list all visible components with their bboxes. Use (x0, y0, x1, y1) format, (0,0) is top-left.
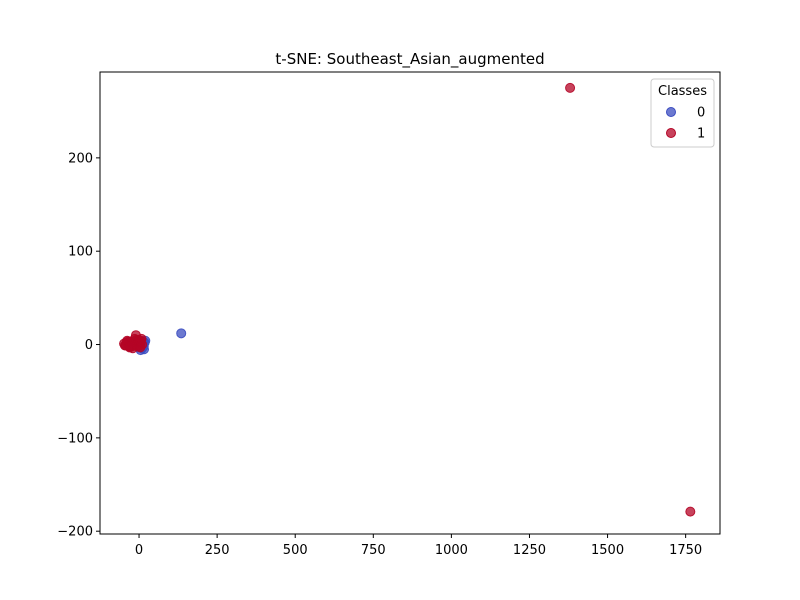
y-tick-label: −200 (57, 525, 93, 540)
data-point-class-1 (124, 341, 135, 352)
data-point-class-0 (176, 328, 187, 339)
points-layer (119, 82, 696, 517)
y-tick-label: 200 (68, 151, 93, 166)
legend-marker-class-1 (666, 128, 676, 138)
x-tick-label: 250 (205, 543, 230, 558)
x-axis: 0 250 500 750 1000 1250 1500 1750 (135, 534, 702, 558)
legend-title: Classes (658, 84, 707, 99)
data-point-class-1 (565, 82, 576, 93)
x-tick-label: 1500 (591, 543, 624, 558)
legend-label-class-0: 0 (697, 106, 705, 121)
legend: Classes 0 1 (650, 78, 715, 148)
data-point-class-1 (685, 506, 696, 517)
y-tick-label: −100 (57, 431, 93, 446)
legend-box (650, 78, 715, 148)
y-tick-label: 100 (68, 245, 93, 260)
legend-label-class-1: 1 (697, 127, 705, 142)
legend-marker-class-0 (666, 107, 676, 117)
plot-frame (99, 71, 721, 535)
x-tick-label: 0 (135, 543, 143, 558)
data-point-class-1 (135, 335, 146, 346)
x-tick-label: 1000 (435, 543, 468, 558)
x-tick-label: 500 (283, 543, 308, 558)
x-tick-label: 1250 (513, 543, 546, 558)
x-tick-label: 750 (361, 543, 386, 558)
chart-title: t-SNE: Southeast_Asian_augmented (275, 50, 544, 69)
x-tick-label: 1750 (669, 543, 702, 558)
y-axis: −200 −100 0 100 200 (57, 151, 100, 540)
y-tick-label: 0 (85, 338, 93, 353)
